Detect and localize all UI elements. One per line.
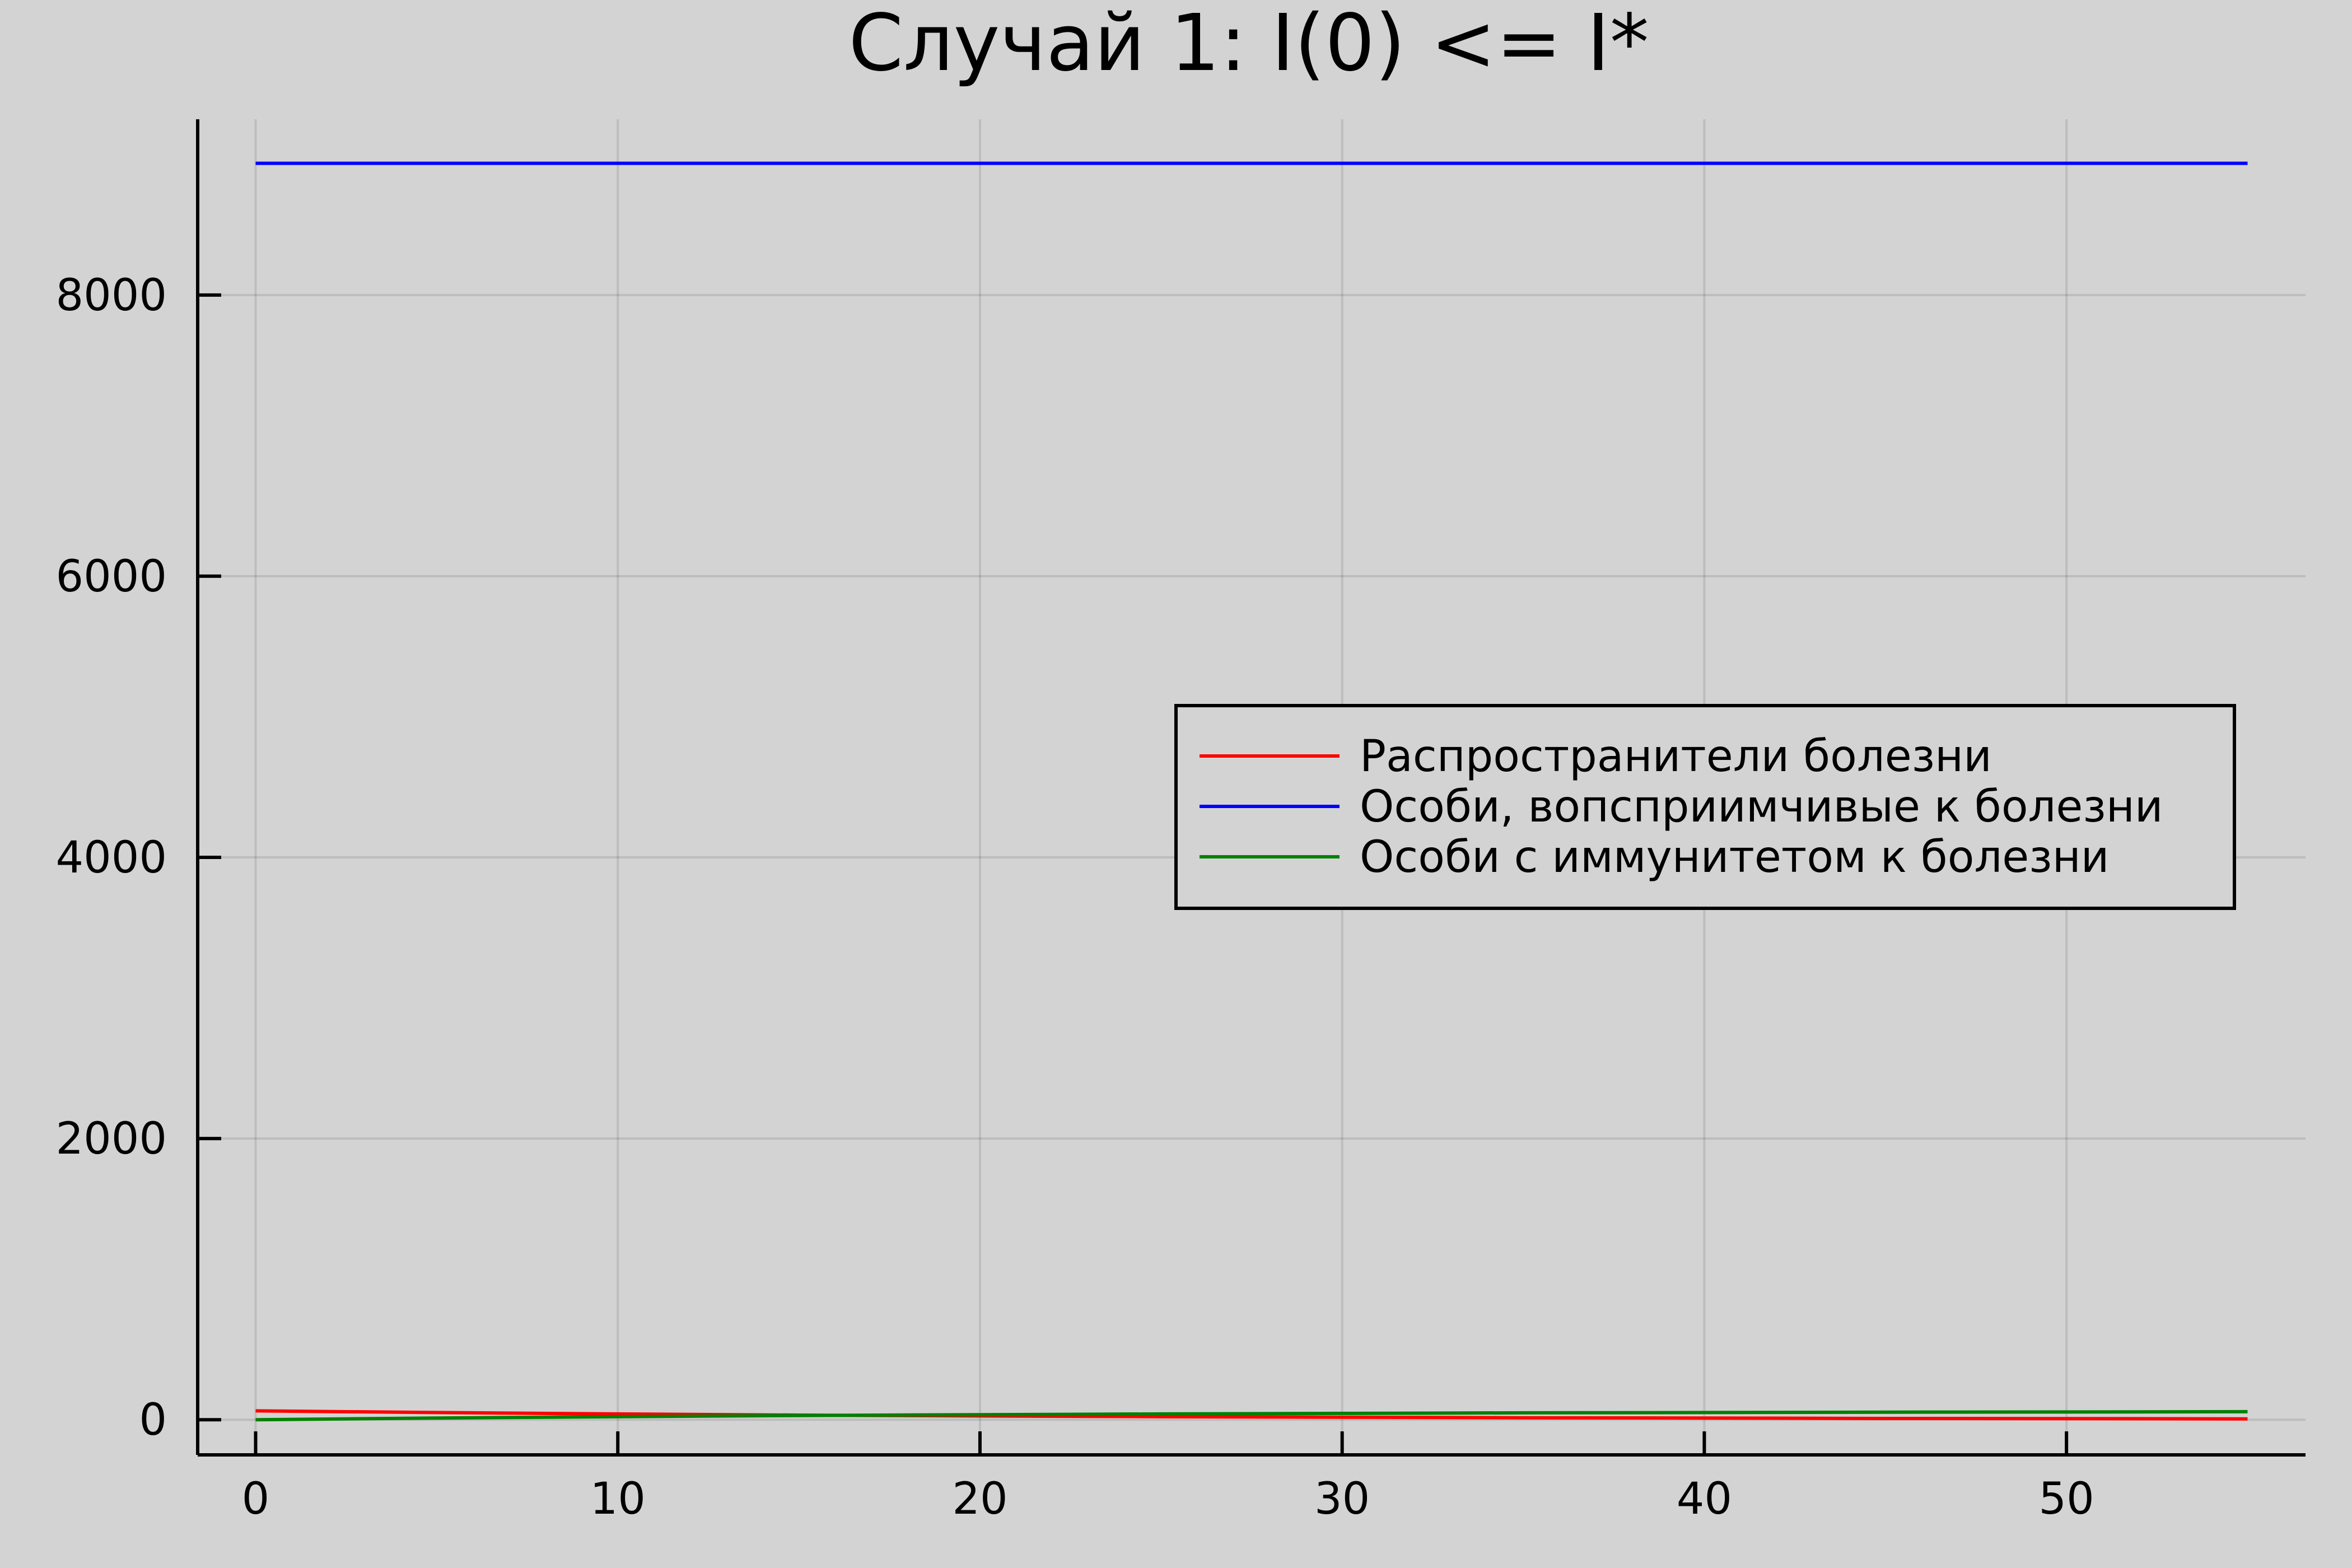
x-tick-label: 30 (1314, 1474, 1370, 1524)
x-tick-label: 10 (590, 1474, 646, 1524)
y-tick-label: 4000 (55, 833, 167, 883)
legend-label: Распространители болезни (1360, 731, 1992, 782)
tick-labels: 0 10 20 30 40 50 0 2000 4000 6000 8000 (55, 270, 2094, 1524)
axes (196, 119, 2306, 1457)
y-tick-label: 2000 (55, 1114, 167, 1164)
x-tick-label: 50 (2039, 1474, 2094, 1524)
legend-label: Особи с иммунитетом к болезни (1360, 832, 2109, 883)
legend-label: Особи, вопсприимчивые к болезни (1360, 782, 2163, 832)
y-tick-label: 6000 (55, 552, 167, 602)
series-line-3 (255, 1410, 2248, 1422)
x-tick-label: 40 (1677, 1474, 1732, 1524)
y-tick-label: 8000 (55, 270, 167, 321)
x-tick-label: 0 (242, 1474, 270, 1524)
legend-box (1174, 704, 2236, 910)
series-line-1 (255, 1409, 2248, 1421)
chart-title: Случай 1: I(0) <= I* (848, 0, 1649, 89)
series-layer (255, 161, 2248, 1422)
y-tick-label: 0 (139, 1395, 167, 1445)
x-tick-label: 20 (952, 1474, 1007, 1524)
